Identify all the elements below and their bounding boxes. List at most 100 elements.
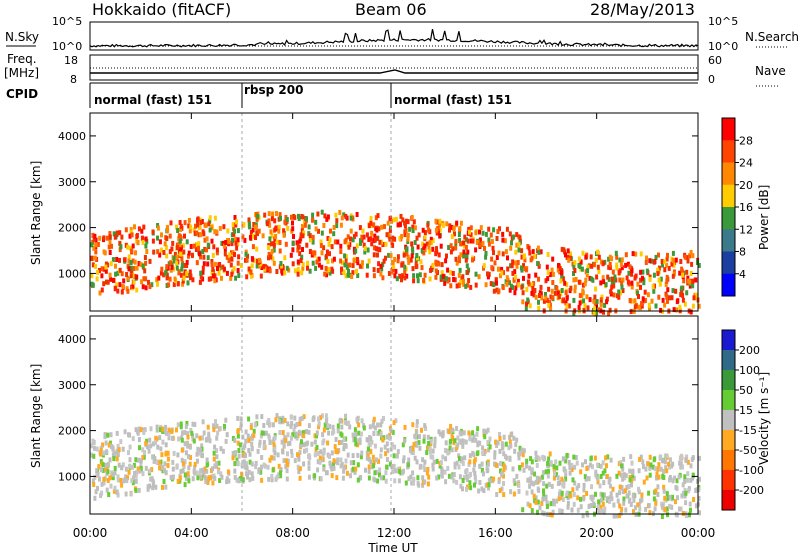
scatter-cell (604, 282, 608, 288)
scatter-cell (370, 230, 374, 236)
scatter-cell (579, 504, 583, 510)
scatter-cell (530, 290, 534, 296)
scatter-cell (584, 254, 588, 260)
scatter-cell (181, 461, 185, 467)
scatter-cell (572, 297, 576, 303)
scatter-cell (311, 239, 315, 245)
scatter-cell (586, 268, 590, 274)
scatter-cell (391, 235, 395, 241)
scatter-cell (434, 227, 438, 233)
scatter-cell (152, 458, 156, 464)
scatter-cell (454, 256, 458, 262)
scatter-cell (392, 453, 396, 459)
scatter-cell (415, 253, 419, 258)
scatter-cell (660, 503, 664, 509)
scatter-cell (260, 477, 264, 483)
scatter-cell (320, 209, 324, 215)
scatter-cell (93, 255, 97, 261)
scatter-cell (412, 273, 416, 279)
scatter-cell (308, 233, 312, 239)
colorbar-tick-label: -100 (739, 464, 764, 477)
scatter-cell (205, 468, 209, 474)
scatter-cell (606, 454, 610, 460)
scatter-cell (630, 284, 634, 290)
scatter-cell (201, 269, 205, 275)
scatter-cell (245, 257, 249, 263)
scatter-cell (398, 273, 402, 279)
scatter-cell (639, 277, 643, 283)
scatter-cell (578, 264, 582, 270)
scatter-cell (627, 498, 631, 504)
scatter-cell (256, 214, 260, 219)
scatter-cell (125, 286, 129, 292)
scatter-cell (383, 444, 387, 450)
scatter-cell (358, 263, 362, 269)
scatter-cell (419, 463, 423, 469)
scatter-cell (325, 272, 328, 278)
scatter-cell (237, 254, 241, 260)
scatter-cell (441, 454, 445, 460)
scatter-cell (268, 236, 272, 242)
scatter-cell (103, 434, 107, 440)
scatter-cell (666, 298, 669, 304)
scatter-cell (125, 272, 129, 277)
scatter-cell (545, 500, 549, 506)
scatter-cell (102, 450, 106, 456)
scatter-cell (104, 467, 108, 473)
scatter-cell (225, 479, 229, 485)
scatter-cell (113, 470, 117, 476)
scatter-cell (186, 280, 190, 286)
scatter-cell (601, 260, 605, 266)
scatter-cell (202, 254, 206, 260)
scatter-cell (215, 229, 218, 235)
scatter-cell (393, 478, 397, 484)
scatter-cell (115, 430, 119, 436)
scatter-cell (457, 283, 461, 288)
scatter-cell (262, 423, 266, 428)
scatter-cell (253, 422, 257, 428)
scatter-cell (356, 477, 360, 483)
scatter-cell (697, 263, 701, 268)
x-tick-label: 08:00 (275, 526, 310, 540)
scatter-cell (536, 499, 540, 505)
scatter-cell (535, 475, 539, 481)
scatter-cell (414, 440, 418, 446)
scatter-cell (694, 277, 698, 283)
scatter-cell (336, 423, 340, 429)
scatter-cell (462, 253, 465, 259)
scatter-cell (91, 438, 95, 444)
scatter-cell (386, 434, 389, 440)
scatter-cell (616, 498, 620, 504)
scatter-cell (537, 299, 540, 305)
scatter-cell (435, 249, 439, 255)
scatter-cell (622, 500, 626, 506)
scatter-cell (297, 244, 301, 250)
scatter-cell (438, 222, 441, 228)
scatter-cell (235, 245, 239, 251)
scatter-cell (245, 461, 248, 467)
freq-panel (89, 54, 699, 81)
scatter-cell (467, 473, 471, 479)
scatter-cell (288, 440, 292, 446)
scatter-cell (189, 244, 193, 249)
scatter-cell (261, 233, 265, 239)
scatter-cell (509, 283, 513, 289)
scatter-cell (582, 298, 585, 304)
scatter-cell (558, 508, 562, 514)
scatter-cell (134, 478, 138, 484)
scatter-cell (247, 448, 251, 453)
scatter-cell (202, 261, 206, 267)
scatter-cell (367, 236, 371, 242)
scatter-cell (122, 278, 126, 284)
scatter-cell (283, 435, 287, 440)
scatter-cell (561, 497, 565, 502)
scatter-cell (639, 284, 642, 290)
scatter-cell (171, 459, 175, 465)
scatter-cell (342, 443, 346, 449)
scatter-cell (163, 467, 166, 473)
scatter-cell (412, 278, 416, 284)
scatter-cell (239, 421, 243, 427)
scatter-cell (594, 469, 598, 475)
scatter-cell (137, 261, 141, 267)
scatter-cell (680, 493, 684, 499)
